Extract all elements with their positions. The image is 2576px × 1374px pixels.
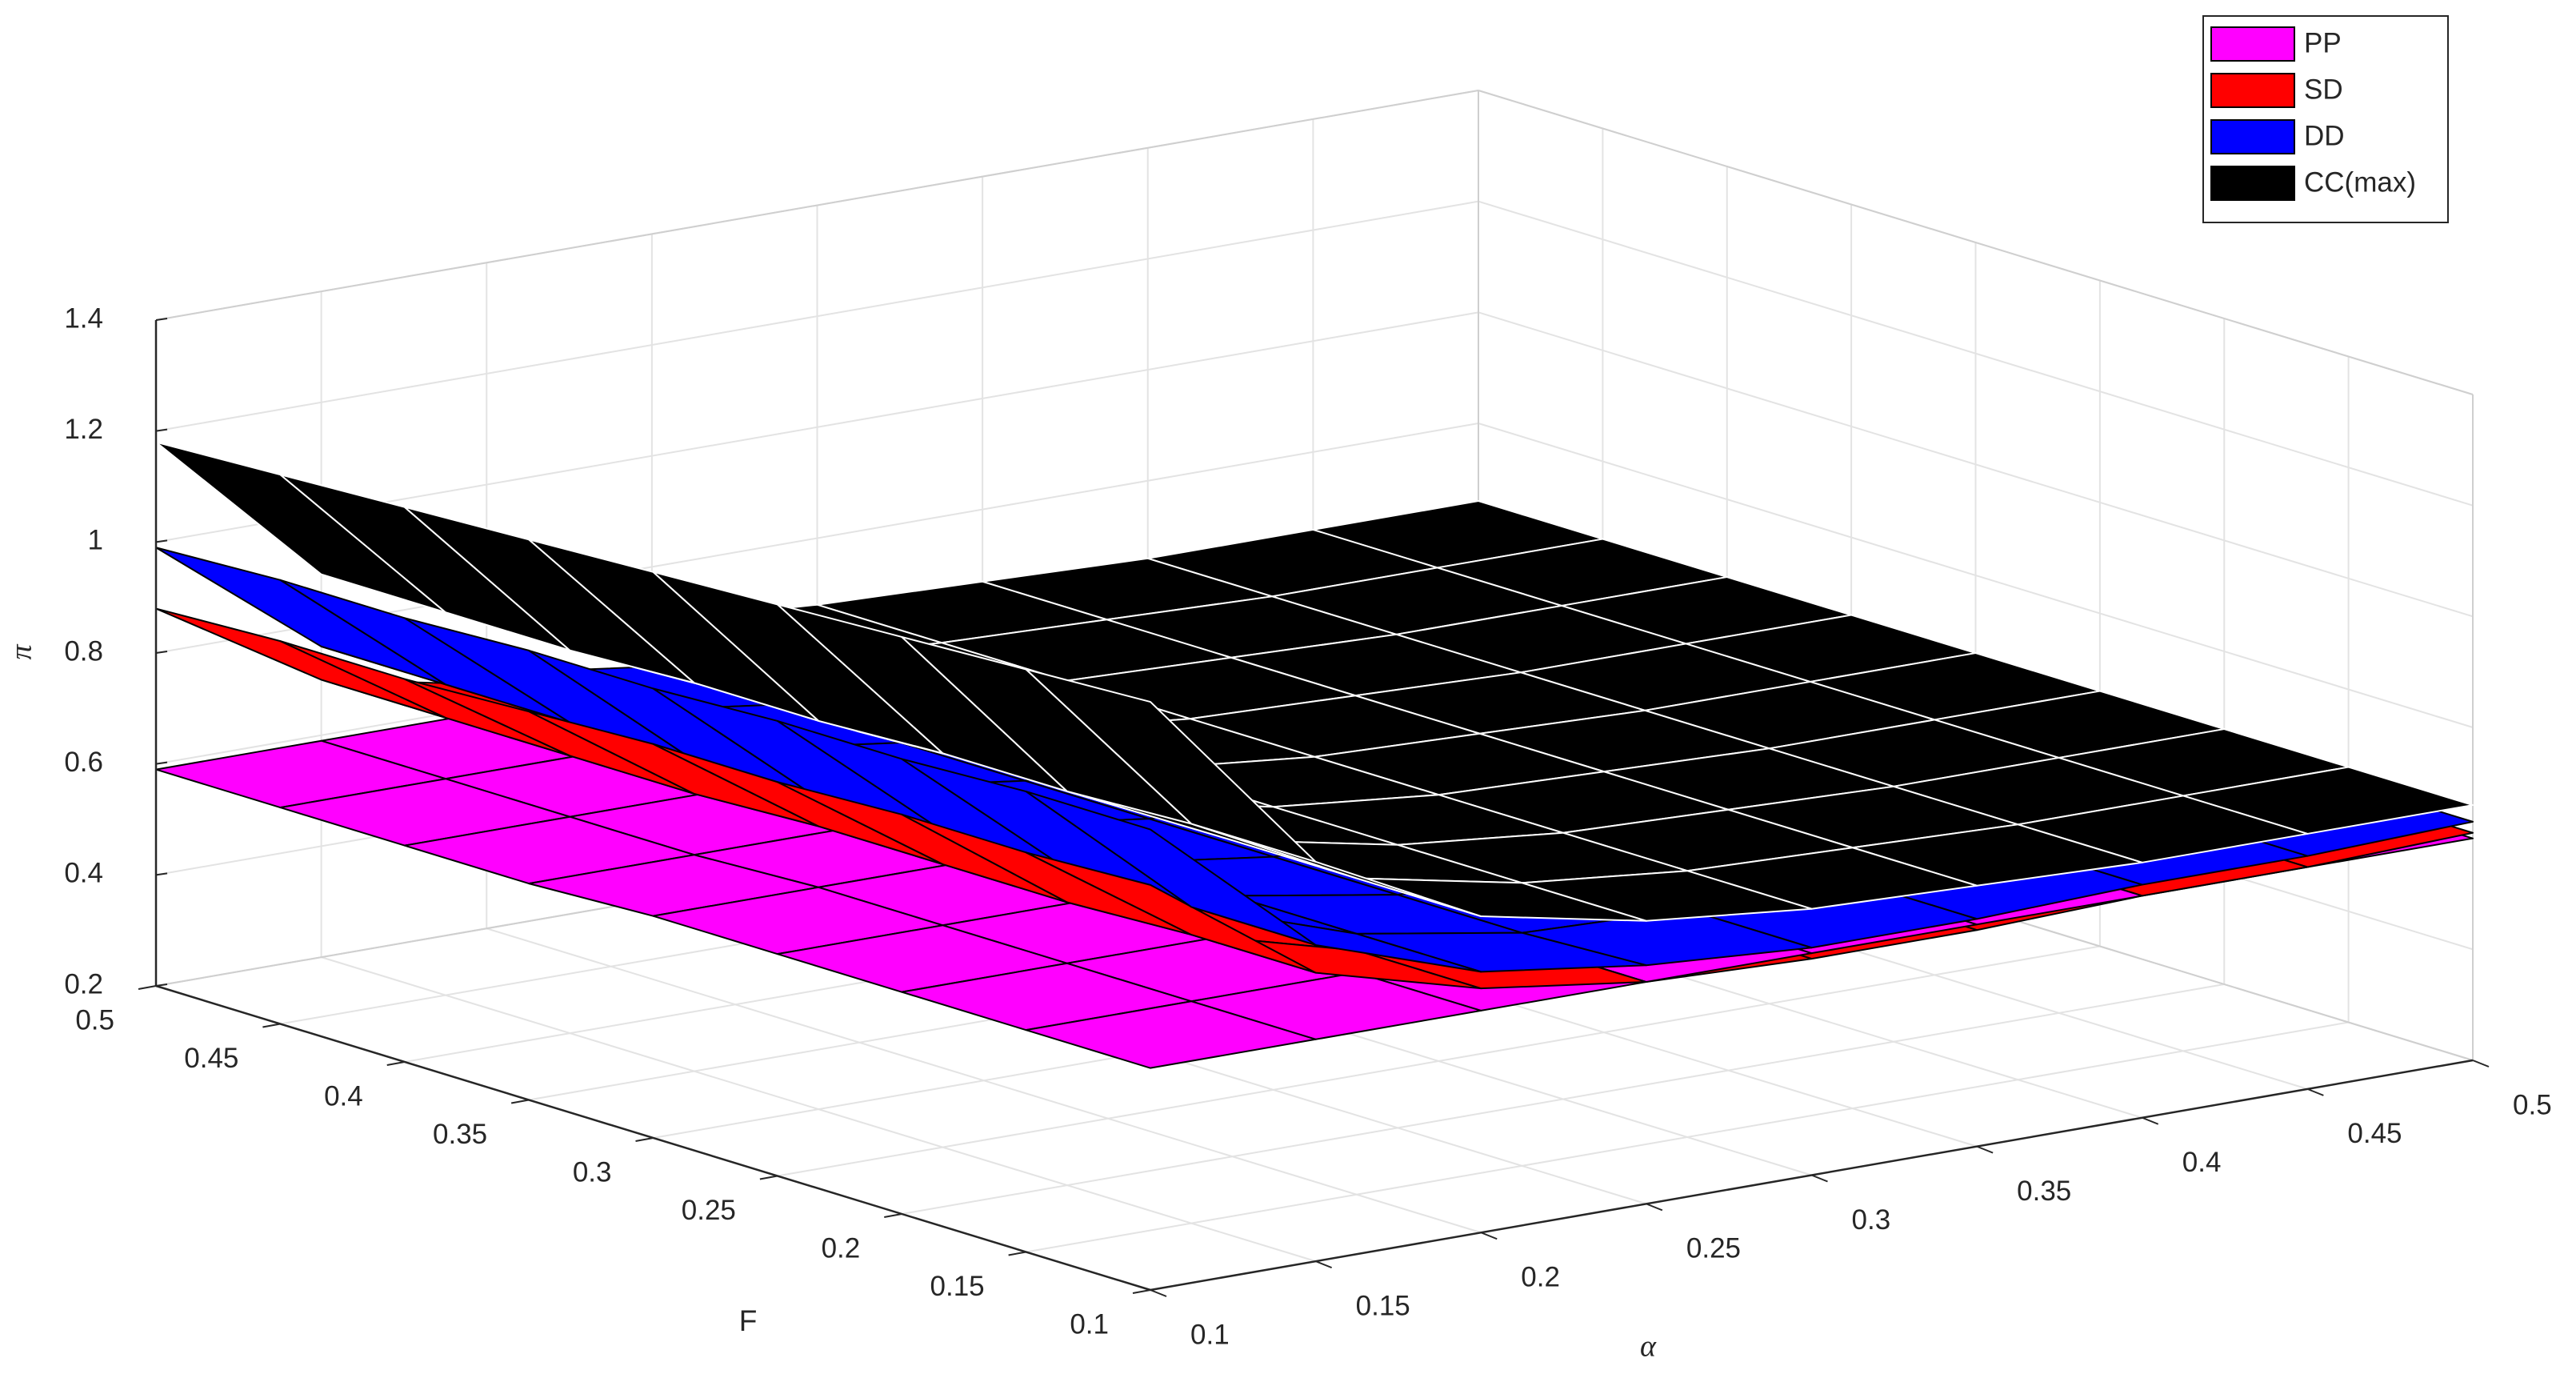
box-edge xyxy=(155,90,1479,321)
surface-cell xyxy=(1025,791,1317,946)
grid-line xyxy=(777,945,2101,1177)
grid-line xyxy=(902,983,2225,1215)
x-tick-label: 0.15 xyxy=(1356,1290,1410,1321)
x-tick xyxy=(1646,1203,1663,1212)
x-tick xyxy=(1976,1145,1994,1154)
y-tick-label: 0.4 xyxy=(324,1080,363,1112)
y-tick xyxy=(386,1061,405,1066)
y-tick xyxy=(1008,1251,1026,1256)
y-tick-label: 0.1 xyxy=(1070,1308,1109,1340)
x-axis-label: α xyxy=(1640,1330,1657,1364)
legend-label: DD xyxy=(2304,120,2345,151)
x-tick-label: 0.2 xyxy=(1521,1262,1560,1293)
x-tick-label: 0.45 xyxy=(2347,1118,2402,1149)
z-axis-label: π xyxy=(5,644,38,660)
z-tick xyxy=(155,761,168,765)
box-edge xyxy=(1478,90,2474,395)
grid-line xyxy=(1026,1021,2349,1253)
legend: PP SD DD CC(max) xyxy=(2202,15,2449,223)
y-tick xyxy=(1132,1289,1151,1294)
x-tick-label: 0.35 xyxy=(2017,1176,2071,1207)
y-tick-label: 0.15 xyxy=(930,1271,985,1302)
x-tick xyxy=(1150,1289,1167,1297)
y-tick-label: 0.2 xyxy=(822,1232,861,1264)
x-tick-label: 0.25 xyxy=(1686,1233,1741,1264)
x-tick xyxy=(1811,1174,1828,1183)
y-tick-label: 0.25 xyxy=(682,1195,736,1226)
y-tick xyxy=(262,1023,281,1028)
y-tick xyxy=(884,1213,902,1218)
x-tick-label: 0.4 xyxy=(2182,1147,2222,1178)
z-tick-label: 1.4 xyxy=(64,302,103,334)
legend-swatch xyxy=(2210,166,2295,201)
z-tick-label: 1.2 xyxy=(64,414,103,445)
y-tick xyxy=(635,1137,654,1142)
axes: 0.2 0.4 0.6 0.8 1 1.2 1.4 0.1 0.15 0.2 0.25 0.3 0.35… xyxy=(64,302,2551,1350)
z-tick-label: 0.6 xyxy=(64,747,103,778)
x-tick xyxy=(2307,1088,2324,1096)
y-tick-label: 0.35 xyxy=(433,1119,487,1150)
z-tick xyxy=(155,651,168,654)
legend-swatch xyxy=(2210,119,2295,154)
x-tick xyxy=(1315,1260,1332,1269)
surface-cell xyxy=(1025,851,1317,974)
surface-cell xyxy=(1025,1000,1317,1069)
z-tick-label: 1 xyxy=(88,525,103,556)
y-tick-label: 0.3 xyxy=(573,1156,612,1188)
legend-swatch xyxy=(2210,73,2295,108)
surfaces xyxy=(155,441,2474,1069)
x-tick xyxy=(2472,1060,2490,1068)
y-tick-label: 0.5 xyxy=(75,1004,114,1036)
x-tick xyxy=(1480,1232,1498,1240)
z-tick xyxy=(155,428,168,432)
z-tick-label: 0.4 xyxy=(64,858,103,889)
z-tick xyxy=(155,318,168,321)
x-tick-label: 0.3 xyxy=(1852,1204,1891,1236)
y-tick-label: 0.45 xyxy=(184,1043,238,1074)
legend-swatch xyxy=(2210,26,2295,62)
z-tick xyxy=(155,539,168,543)
z-tick-label: 0.8 xyxy=(64,635,103,667)
x-tick-label: 0.1 xyxy=(1190,1319,1230,1350)
legend-label: PP xyxy=(2304,27,2342,58)
x-tick-label: 0.5 xyxy=(2513,1089,2552,1120)
legend-label: CC(max) xyxy=(2304,166,2416,198)
y-tick xyxy=(759,1175,778,1180)
z-tick-label: 0.2 xyxy=(64,968,103,999)
surface-cell xyxy=(1025,668,1317,863)
y-tick xyxy=(510,1099,530,1104)
z-tick xyxy=(155,983,168,987)
x-tick xyxy=(2142,1116,2159,1125)
legend-label: SD xyxy=(2304,74,2343,105)
z-tick xyxy=(155,872,168,876)
y-tick xyxy=(138,985,157,990)
y-axis-label: F xyxy=(739,1304,758,1337)
